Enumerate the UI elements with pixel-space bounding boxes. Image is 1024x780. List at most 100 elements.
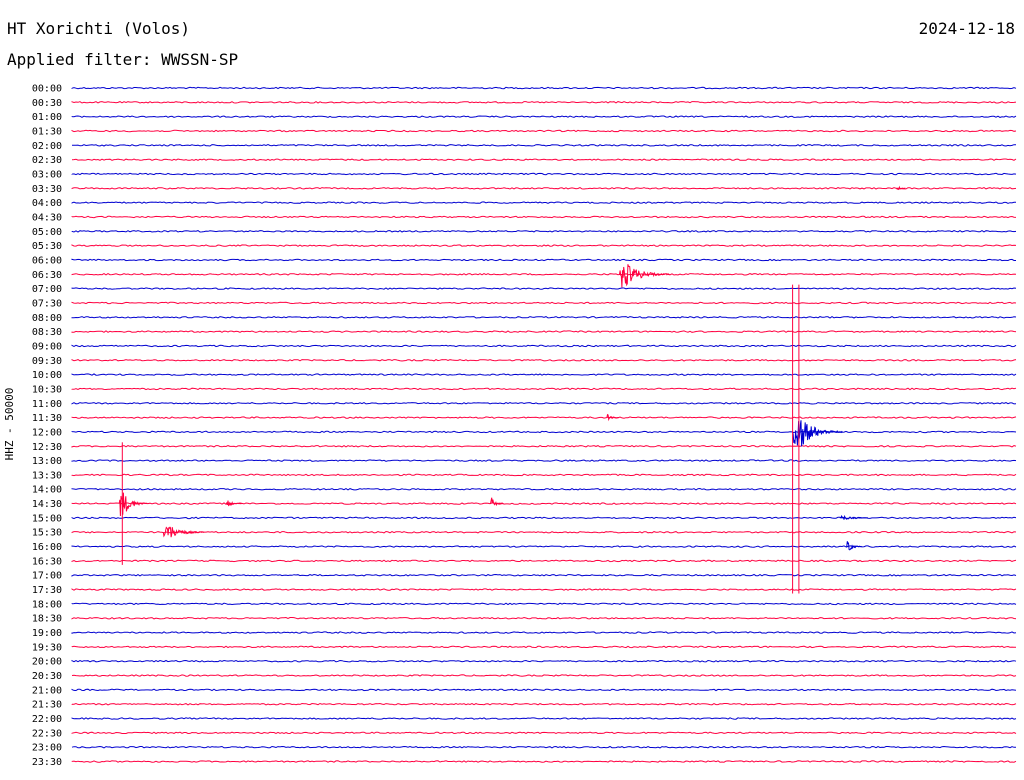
- trace-row: [71, 445, 1017, 448]
- row-time-tick: 05:30: [32, 241, 62, 252]
- trace-row: [71, 215, 1017, 219]
- trace-row: [71, 473, 1017, 477]
- row-time-tick: 04:00: [32, 198, 62, 209]
- row-time-tick: 08:00: [32, 313, 62, 324]
- trace-row: [71, 230, 1017, 233]
- row-time-tick: 06:00: [32, 255, 62, 266]
- trace-row: [71, 545, 1017, 548]
- trace-row: [71, 201, 1017, 204]
- row-time-tick: 20:00: [32, 657, 62, 668]
- row-time-tick: 10:00: [32, 370, 62, 381]
- row-time-tick: 11:00: [32, 399, 62, 410]
- station-title: HT Xorichti (Volos): [7, 19, 191, 38]
- trace-row: [71, 559, 1017, 563]
- trace-row: [71, 631, 1017, 634]
- trace-row: [71, 129, 1017, 133]
- row-time-tick: 11:30: [32, 413, 62, 424]
- row-time-tick: 17:30: [32, 585, 62, 596]
- row-time-tick: 21:00: [32, 685, 62, 696]
- seismic-event: [225, 500, 242, 507]
- trace-row: [71, 602, 1017, 606]
- trace-row: [71, 616, 1017, 620]
- time-tick-group: 00:00 00:30 01:00 01:30 02:00 02:30 03:00 03:30…: [32, 84, 62, 769]
- trace-row: [71, 459, 1017, 462]
- trace-row: [71, 760, 1017, 763]
- seismic-event: [845, 541, 862, 551]
- seismic-event: [162, 526, 205, 538]
- seismic-event: [490, 497, 503, 507]
- trace-row: [71, 316, 1017, 319]
- row-time-tick: 07:30: [32, 298, 62, 309]
- row-time-tick: 07:00: [32, 284, 62, 295]
- seismic-event: [619, 264, 670, 288]
- trace-row: [71, 416, 1017, 419]
- row-time-tick: 15:30: [32, 528, 62, 539]
- row-time-tick: 01:00: [32, 112, 62, 123]
- trace-row: [71, 100, 1017, 104]
- row-time-tick: 21:30: [32, 700, 62, 711]
- trace-row: [71, 359, 1017, 362]
- trace-row: [71, 158, 1017, 161]
- trace-row: [71, 717, 1017, 720]
- row-time-tick: 10:30: [32, 384, 62, 395]
- row-time-tick: 00:30: [32, 98, 62, 109]
- row-time-tick: 14:00: [32, 485, 62, 496]
- row-time-tick: 12:30: [32, 442, 62, 453]
- trace-row: [71, 688, 1017, 692]
- trace-row: [71, 659, 1017, 663]
- trace-row: [71, 430, 1017, 434]
- row-time-tick: 16:00: [32, 542, 62, 553]
- trace-row: [71, 330, 1017, 333]
- trace-row: [71, 273, 1017, 276]
- trace-row: [71, 86, 1017, 90]
- trace-row: [71, 144, 1016, 147]
- trace-row: [71, 301, 1017, 305]
- row-time-tick: 23:00: [32, 743, 62, 754]
- row-time-tick: 02:30: [32, 155, 62, 166]
- row-time-tick: 03:00: [32, 169, 62, 180]
- row-time-tick: 23:30: [32, 757, 62, 768]
- row-time-tick: 18:30: [32, 614, 62, 625]
- trace-row: [71, 115, 1017, 118]
- filter-label: Applied filter: WWSSN-SP: [7, 50, 239, 69]
- trace-row: [71, 373, 1017, 376]
- row-time-tick: 22:30: [32, 728, 62, 739]
- trace-row: [71, 516, 1017, 520]
- row-time-tick: 12:00: [32, 427, 62, 438]
- row-time-tick: 14:30: [32, 499, 62, 510]
- trace-row: [71, 172, 1017, 176]
- seismic-event: [839, 514, 869, 520]
- trace-row: [71, 530, 1017, 534]
- trace-row: [71, 402, 1017, 405]
- row-time-tick: 18:00: [32, 599, 62, 610]
- row-time-tick: 09:00: [32, 341, 62, 352]
- trace-row: [71, 674, 1017, 677]
- seismic-event: [792, 420, 843, 447]
- seismic-event: [606, 413, 620, 422]
- trace-row: [71, 244, 1017, 247]
- trace-row: [71, 287, 1017, 290]
- row-time-tick: 15:00: [32, 513, 62, 524]
- trace-row: [71, 588, 1017, 591]
- row-time-tick: 17:00: [32, 571, 62, 582]
- row-time-tick: 13:00: [32, 456, 62, 467]
- row-time-tick: 08:30: [32, 327, 62, 338]
- trace-row: [71, 702, 1017, 706]
- seismic-event: [118, 492, 148, 517]
- trace-row: [71, 187, 1017, 190]
- row-time-tick: 03:30: [32, 184, 62, 195]
- row-time-tick: 20:30: [32, 671, 62, 682]
- trace-row: [71, 487, 1017, 491]
- row-time-tick: 02:00: [32, 141, 62, 152]
- trace-row: [71, 645, 1017, 649]
- row-time-tick: 16:30: [32, 556, 62, 567]
- trace-group: [71, 86, 1017, 763]
- row-time-tick: 19:00: [32, 628, 62, 639]
- trace-row: [71, 387, 1017, 391]
- seismic-event: [896, 185, 906, 191]
- trace-row: [71, 573, 1017, 577]
- row-time-tick: 04:30: [32, 212, 62, 223]
- row-time-tick: 06:30: [32, 270, 62, 281]
- row-time-tick: 00:00: [32, 84, 62, 95]
